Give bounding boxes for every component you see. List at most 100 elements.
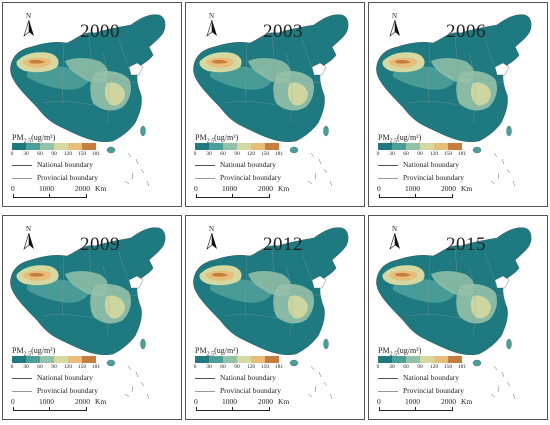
legend: PM2.5(ug/m³) 0 30 60 90 120 150 181 National b… <box>377 133 528 184</box>
legend: PM2.5(ug/m³) 0 30 60 90 120 150 181 National b… <box>194 346 345 397</box>
legend-swatch <box>209 356 223 363</box>
scale-label: 2000 <box>258 184 273 193</box>
scale-label: 2000 <box>258 397 273 406</box>
north-arrow-icon: N <box>206 12 218 39</box>
legend-tick-label: 181 <box>91 151 101 157</box>
legend: PM2.5(ug/m³) 0 30 60 90 120 150 181 National b… <box>377 346 528 397</box>
legend-tick-label: 0 <box>10 151 14 157</box>
panel-year-label: 2015 <box>446 234 486 255</box>
north-label: N <box>392 12 398 20</box>
legend-title: PM2.5(ug/m³) <box>195 346 239 358</box>
legend-ticks: 0 30 60 90 120 150 181 <box>377 364 528 371</box>
legend-tick-label: 60 <box>403 364 409 370</box>
scale-label: 2000 <box>441 184 456 193</box>
scale-unit: Km <box>278 184 290 193</box>
legend-tick-label: 181 <box>457 364 467 370</box>
legend: PM2.5(ug/m³) 0 30 60 90 120 150 181 National b… <box>194 133 345 184</box>
china-pm25-map <box>376 227 532 400</box>
legend-swatch <box>82 143 96 150</box>
legend: PM2.5(ug/m³) 0 30 60 90 120 150 181 National b… <box>11 346 162 397</box>
legend-swatch <box>392 356 406 363</box>
map-panel-2006: N 2006 PM2.5(ug/m³) 0 30 60 90 120 150 181 Nat… <box>368 2 548 207</box>
legend-tick-label: 30 <box>389 151 395 157</box>
panel-year-label: 2006 <box>446 21 486 42</box>
legend-swatches <box>378 356 528 363</box>
legend-tick-label: 150 <box>77 364 87 370</box>
panel-year-label: 2000 <box>80 21 120 42</box>
legend-provincial-boundary: Provincial boundary <box>378 386 528 397</box>
map-panel-2012: N 2012 PM2.5(ug/m³) 0 30 60 90 120 150 181 Nat… <box>185 215 365 420</box>
legend-tick-label: 120 <box>429 364 439 370</box>
north-arrow-icon: N <box>206 225 218 252</box>
legend-swatch <box>223 356 237 363</box>
legend-provincial-boundary: Provincial boundary <box>12 386 162 397</box>
legend-provincial-boundary: Provincial boundary <box>378 173 528 184</box>
north-label: N <box>209 225 215 233</box>
north-arrow-icon: N <box>389 12 401 39</box>
scale-label: 0 <box>377 184 381 193</box>
map-panel-2015: N 2015 PM2.5(ug/m³) 0 30 60 90 120 150 181 Nat… <box>368 215 548 420</box>
legend-swatch <box>406 356 420 363</box>
legend-national-boundary: National boundary <box>378 160 528 171</box>
legend-tick-label: 181 <box>274 364 284 370</box>
scale-label: 1000 <box>405 184 420 193</box>
legend-tick-label: 60 <box>37 151 43 157</box>
legend-swatch <box>251 143 265 150</box>
legend-tick-label: 150 <box>77 151 87 157</box>
legend-tick-label: 150 <box>443 151 453 157</box>
legend-swatch <box>12 143 26 150</box>
scale-label: 2000 <box>75 184 90 193</box>
legend-tick-label: 90 <box>234 151 240 157</box>
legend-swatches <box>378 143 528 150</box>
legend-provincial-boundary: Provincial boundary <box>195 386 345 397</box>
scale-label: 1000 <box>39 184 54 193</box>
scale-bar: 0 1000 2000 Km <box>11 182 113 204</box>
legend-ticks: 0 30 60 90 120 150 181 <box>11 364 162 371</box>
legend-swatch <box>406 143 420 150</box>
scale-bar: 0 1000 2000 Km <box>194 395 296 417</box>
legend-title: PM2.5(ug/m³) <box>378 346 422 358</box>
legend-provincial-boundary: Provincial boundary <box>195 173 345 184</box>
legend-swatch <box>195 143 209 150</box>
china-pm25-map <box>193 14 349 187</box>
legend-swatch <box>82 356 96 363</box>
legend-tick-label: 30 <box>206 364 212 370</box>
china-pm25-map <box>10 14 166 187</box>
scale-label: 0 <box>194 397 198 406</box>
legend-tick-label: 181 <box>274 151 284 157</box>
legend-national-boundary: National boundary <box>378 373 528 384</box>
scale-label: 1000 <box>222 184 237 193</box>
scale-label: 1000 <box>39 397 54 406</box>
scale-label: 0 <box>377 397 381 406</box>
legend-swatch <box>448 143 462 150</box>
scale-unit: Km <box>95 397 107 406</box>
legend-ticks: 0 30 60 90 120 150 181 <box>194 151 345 158</box>
scale-label: 0 <box>11 184 15 193</box>
legend-tick-label: 150 <box>260 364 270 370</box>
legend-tick-label: 120 <box>429 151 439 157</box>
legend-swatch <box>434 143 448 150</box>
legend-tick-label: 181 <box>91 364 101 370</box>
legend-tick-label: 120 <box>63 151 73 157</box>
legend-tick-label: 30 <box>23 151 29 157</box>
north-label: N <box>26 225 32 233</box>
legend-swatch <box>448 356 462 363</box>
north-label: N <box>26 12 32 20</box>
north-label: N <box>209 12 215 20</box>
china-pm25-map <box>376 14 532 187</box>
legend-tick-label: 120 <box>246 364 256 370</box>
legend-swatch <box>54 143 68 150</box>
legend-national-boundary: National boundary <box>12 160 162 171</box>
scale-unit: Km <box>95 184 107 193</box>
legend-tick-label: 90 <box>51 151 57 157</box>
legend-ticks: 0 30 60 90 120 150 181 <box>194 364 345 371</box>
legend-swatch <box>392 143 406 150</box>
legend-swatch <box>40 143 54 150</box>
scale-bar: 0 1000 2000 Km <box>11 395 113 417</box>
legend-swatch <box>12 356 26 363</box>
scale-label: 2000 <box>75 397 90 406</box>
scale-label: 0 <box>194 184 198 193</box>
legend-tick-label: 120 <box>246 151 256 157</box>
legend-provincial-boundary: Provincial boundary <box>12 173 162 184</box>
